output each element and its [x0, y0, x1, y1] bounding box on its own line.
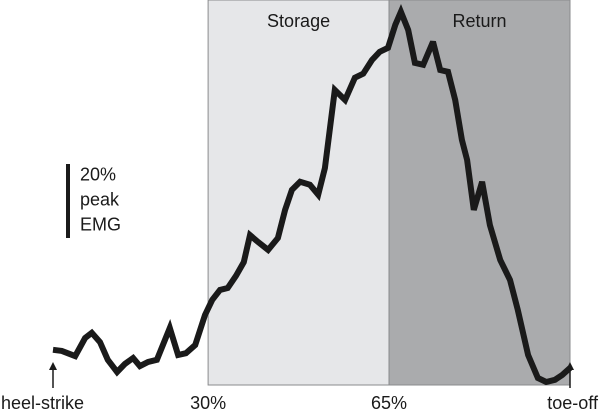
phase-label: Return	[453, 11, 507, 31]
x-tick-label: 65%	[371, 393, 407, 413]
x-tick-label: 30%	[190, 393, 226, 413]
scale-bar-label: EMG	[80, 215, 121, 235]
x-tick-label: heel-strike	[1, 393, 84, 413]
x-tick-label: toe-off	[547, 393, 599, 413]
phase-label: Storage	[267, 11, 330, 31]
tick-arrowhead	[49, 362, 57, 370]
emg-line	[52, 3, 573, 386]
scale-bar-label: 20%	[80, 165, 116, 185]
scale-bar-label: peak	[80, 190, 120, 210]
phase-region	[207, 0, 390, 386]
